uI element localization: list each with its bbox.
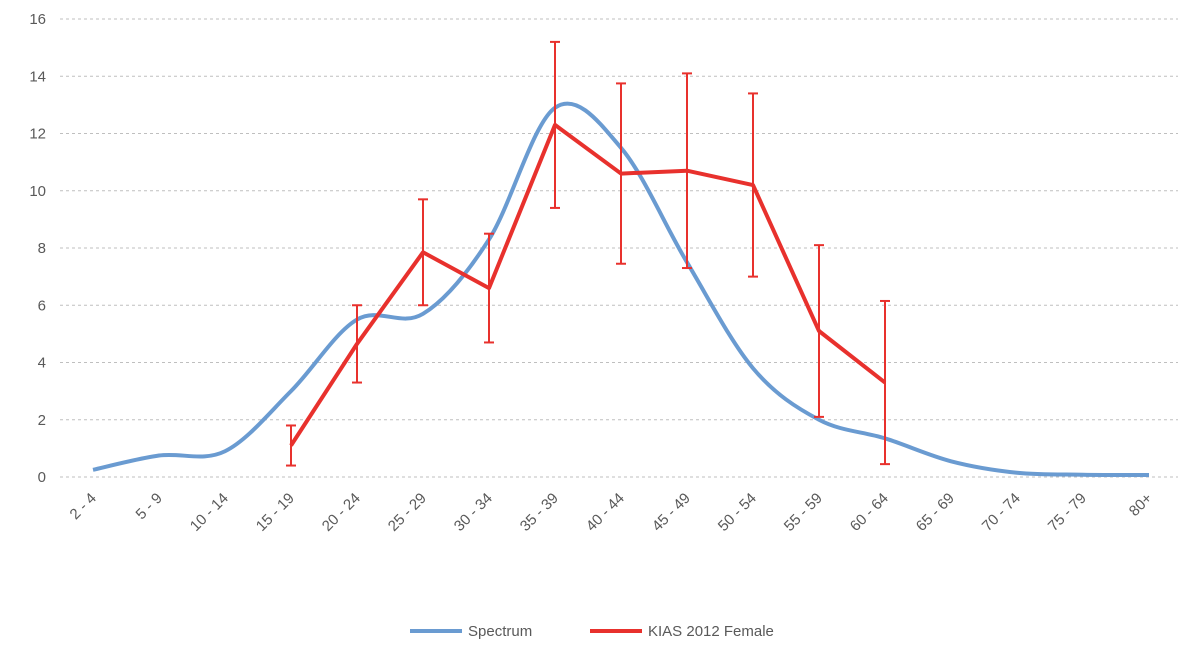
y-tick-label: 16 xyxy=(29,11,46,28)
legend-label: KIAS 2012 Female xyxy=(648,623,774,640)
y-tick-label: 10 xyxy=(29,183,46,200)
x-tick-label: 55 - 59 xyxy=(781,490,826,535)
x-tick-label: 75 - 79 xyxy=(1045,490,1090,535)
x-tick-label: 35 - 39 xyxy=(517,490,562,535)
y-tick-label: 8 xyxy=(38,240,46,257)
x-tick-label: 2 - 4 xyxy=(67,490,100,523)
y-tick-label: 4 xyxy=(38,355,46,372)
x-tick-label: 45 - 49 xyxy=(649,490,694,535)
y-tick-label: 12 xyxy=(29,126,46,143)
x-tick-label: 25 - 29 xyxy=(385,490,430,535)
y-tick-label: 2 xyxy=(38,412,46,429)
y-tick-label: 0 xyxy=(38,469,46,486)
series-line xyxy=(289,122,887,447)
x-tick-label: 20 - 24 xyxy=(319,490,364,535)
x-tick-label: 5 - 9 xyxy=(133,490,166,523)
y-tick-label: 6 xyxy=(38,297,46,314)
x-tick-label: 15 - 19 xyxy=(253,490,298,535)
x-tick-label: 40 - 44 xyxy=(583,490,628,535)
x-tick-label: 50 - 54 xyxy=(715,490,760,535)
y-tick-label: 14 xyxy=(29,68,46,85)
x-tick-label: 80+ xyxy=(1126,490,1156,520)
x-tick-label: 30 - 34 xyxy=(451,490,496,535)
x-tick-label: 60 - 64 xyxy=(847,490,892,535)
legend-label: Spectrum xyxy=(468,623,532,640)
series-line xyxy=(92,101,1150,477)
x-tick-label: 10 - 14 xyxy=(187,490,232,535)
x-tick-label: 70 - 74 xyxy=(979,490,1024,535)
x-tick-label: 65 - 69 xyxy=(913,490,958,535)
